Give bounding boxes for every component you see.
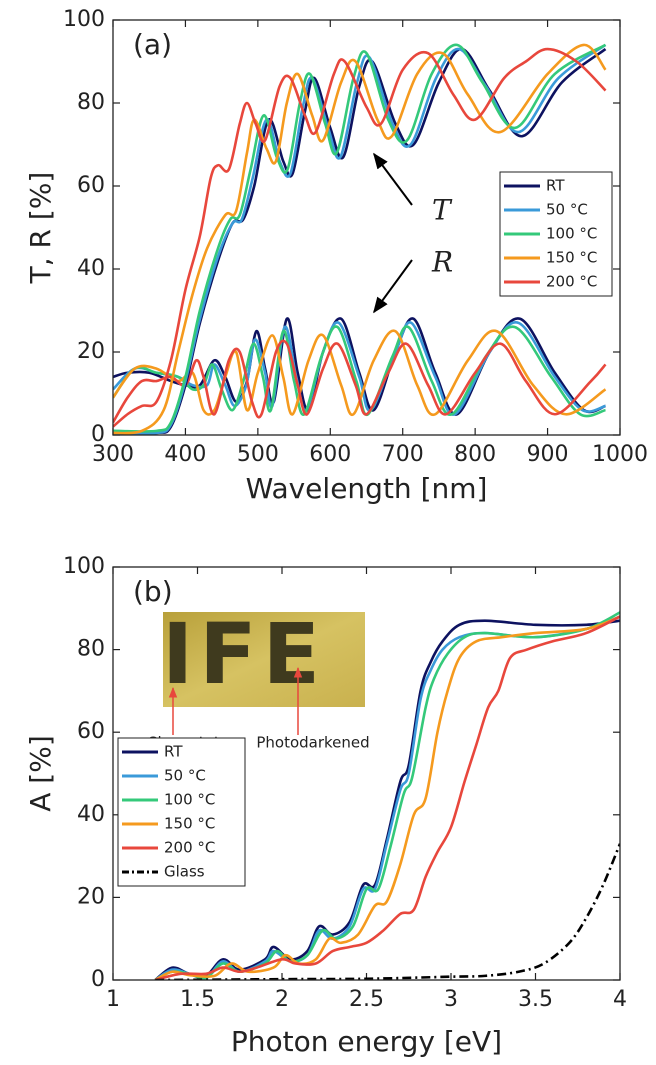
y-tick-label: 20	[77, 339, 105, 364]
x-tick-label: 300	[92, 442, 134, 467]
series-line	[154, 615, 620, 980]
x-axis-label: Photon energy [eV]	[231, 1025, 502, 1058]
legend-label: 200 °C	[546, 273, 597, 291]
legend-label: 150 °C	[164, 815, 215, 833]
series-line	[113, 43, 607, 435]
legend-label: RT	[546, 177, 565, 195]
y-tick-label: 80	[77, 637, 105, 662]
legend-label: 50 °C	[164, 767, 206, 785]
y-tick-label: 40	[77, 802, 105, 827]
panel-label: (b)	[133, 575, 173, 608]
inset-text: IFE	[162, 605, 326, 703]
annotation: T	[432, 194, 453, 227]
x-tick-label: 700	[382, 442, 424, 467]
y-tick-label: 0	[91, 422, 105, 447]
legend-label: RT	[164, 743, 183, 761]
x-tick-label: 900	[527, 442, 569, 467]
y-tick-label: 100	[63, 554, 105, 579]
legend-box	[117, 737, 246, 887]
y-axis-label: T, R [%]	[24, 172, 57, 285]
legend-label: 50 °C	[546, 201, 588, 219]
panel-label: (a)	[133, 28, 172, 61]
panel-b: (b) IFE Clear state Photodarkened 11.522…	[24, 554, 627, 1058]
x-tick-label: 1	[106, 987, 120, 1012]
legend-label: 200 °C	[164, 839, 215, 857]
arrow	[373, 259, 413, 314]
arrow	[373, 152, 413, 206]
plot-frame	[112, 566, 621, 981]
plot-frame	[112, 19, 621, 436]
series-line	[154, 615, 620, 980]
series-line	[113, 43, 607, 435]
series-line	[113, 43, 607, 433]
y-tick-label: 80	[77, 90, 105, 115]
series-line	[154, 615, 620, 980]
r-line	[113, 329, 607, 417]
x-tick-label: 400	[164, 442, 206, 467]
x-tick-label: 2.5	[349, 987, 384, 1012]
x-tick-label: 1.5	[180, 987, 215, 1012]
annotation: Photodarkened	[256, 734, 369, 752]
legend: RT 50 °C 100 °C 150 °C 200 °C Glass	[117, 737, 246, 887]
legend-label: Glass	[164, 863, 205, 881]
x-tick-label: 4	[613, 987, 627, 1012]
x-tick-label: 800	[454, 442, 496, 467]
y-tick-label: 60	[77, 173, 105, 198]
series-line	[154, 611, 620, 980]
y-tick-label: 40	[77, 256, 105, 281]
annotation: R	[431, 246, 453, 279]
y-tick-label: 60	[77, 719, 105, 744]
x-tick-label: 500	[237, 442, 279, 467]
x-tick-label: 3.5	[518, 987, 553, 1012]
x-axis-label: Wavelength [nm]	[246, 472, 488, 505]
legend-label: 150 °C	[546, 249, 597, 267]
x-tick-label: 1000	[592, 442, 648, 467]
x-tick-label: 600	[309, 442, 351, 467]
x-tick-label: 3	[444, 987, 458, 1012]
legend-label: 100 °C	[546, 225, 597, 243]
legend: RT 50 °C 100 °C 150 °C 200 °C	[499, 171, 613, 297]
y-tick-label: 0	[91, 967, 105, 992]
series-line	[155, 843, 620, 980]
series-line	[113, 47, 607, 428]
x-tick-label: 2	[275, 987, 289, 1012]
legend-label: 100 °C	[164, 791, 215, 809]
inset-photo	[163, 612, 365, 707]
r-line	[113, 325, 606, 418]
y-axis-label: A [%]	[24, 735, 57, 812]
y-tick-label: 100	[63, 7, 105, 32]
panel-a: (a) T R 300 400 500 600 700 800 900 1000 0 20 40 60…	[24, 7, 648, 505]
y-tick-label: 20	[77, 884, 105, 909]
